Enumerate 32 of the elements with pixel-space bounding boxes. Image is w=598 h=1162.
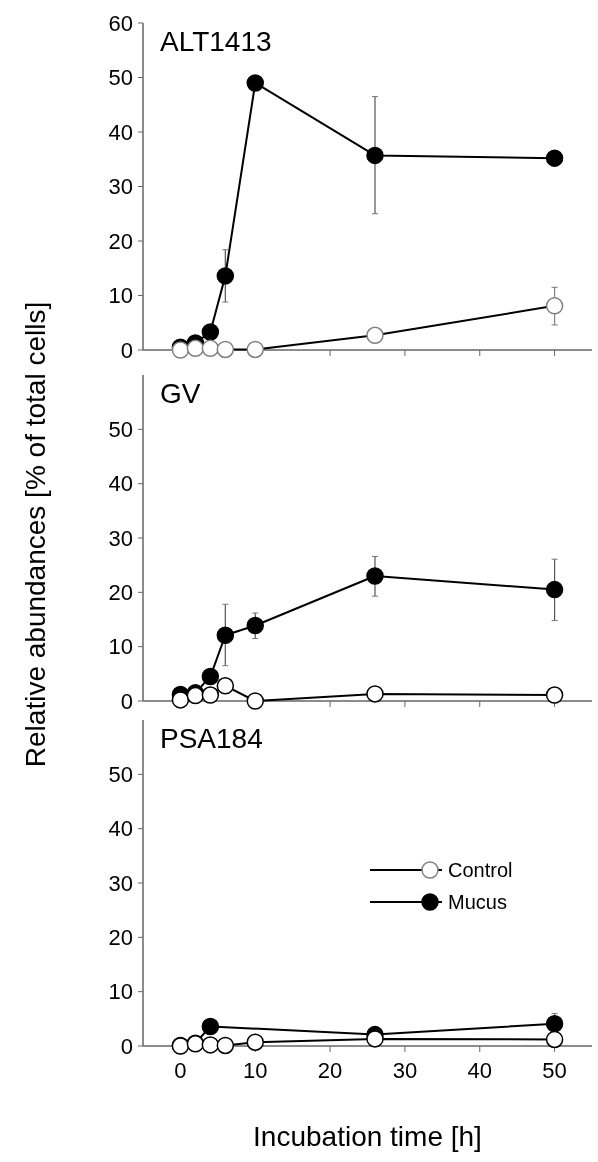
y-tick-label: 50	[108, 762, 133, 788]
y-tick-label: 40	[108, 816, 133, 842]
y-tick-label: 30	[108, 525, 133, 551]
y-tick-label: 0	[120, 337, 133, 363]
y-tick-label: 20	[108, 580, 133, 606]
x-tick-label: 40	[467, 1058, 492, 1083]
y-tick-label: 40	[108, 471, 133, 497]
y-tick-label: 0	[120, 1033, 133, 1059]
y-tick-label: 10	[108, 283, 133, 309]
y-tick-label: 60	[108, 10, 133, 36]
x-tick-label: 20	[317, 1058, 343, 1083]
y-tick-label: 20	[108, 228, 133, 254]
chart-title: PSA184	[160, 723, 263, 754]
legend-label: Control	[448, 859, 513, 881]
chart-title: GV	[160, 378, 201, 409]
chart-title: ALT1413	[160, 26, 272, 57]
x-tick-label: 10	[243, 1058, 268, 1083]
x-axis-title: Incubation time [h]	[253, 1121, 482, 1152]
y-tick-label: 50	[108, 65, 133, 91]
y-tick-label: 30	[108, 870, 133, 896]
y-tick-label: 20	[108, 925, 133, 951]
x-tick-label: 30	[392, 1058, 418, 1083]
y-tick-label: 50	[108, 417, 133, 443]
x-tick-label: 0	[174, 1058, 187, 1083]
y-tick-label: 0	[120, 688, 133, 714]
y-tick-label: 40	[108, 119, 133, 145]
x-tick-label: 50	[542, 1058, 567, 1083]
y-axis-title: Relative abundances [% of total cells]	[20, 301, 51, 768]
y-tick-label: 10	[108, 979, 133, 1005]
y-tick-label: 10	[108, 634, 133, 660]
legend-label: Mucus	[448, 891, 507, 913]
y-tick-label: 30	[108, 174, 133, 200]
